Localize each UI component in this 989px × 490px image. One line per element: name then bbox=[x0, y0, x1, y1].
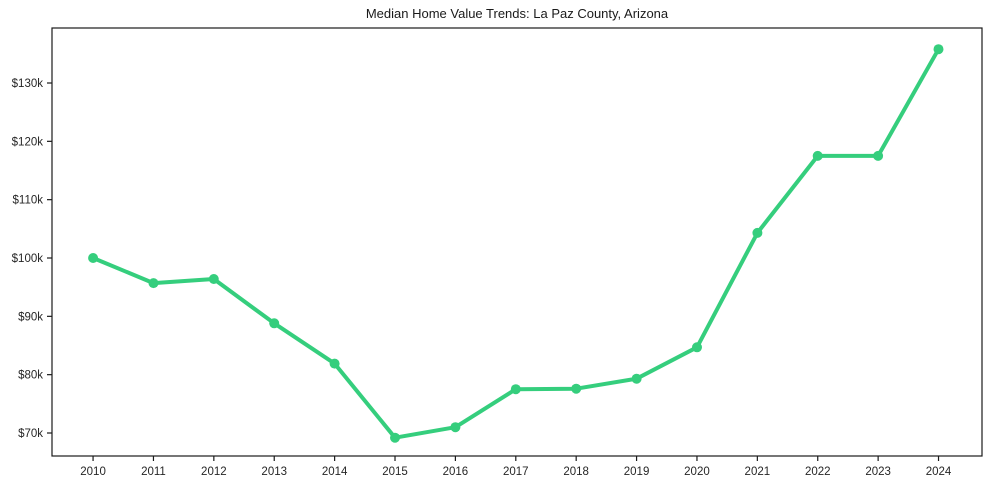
x-tick-label: 2017 bbox=[503, 466, 529, 478]
x-tick-label: 2024 bbox=[926, 466, 952, 478]
data-point-2011 bbox=[148, 278, 159, 289]
x-tick-label: 2018 bbox=[563, 466, 589, 478]
y-tick-label: $70k bbox=[18, 428, 43, 440]
data-point-2023 bbox=[873, 150, 884, 161]
chart-title: Median Home Value Trends: La Paz County,… bbox=[365, 6, 669, 21]
x-tick-label: 2012 bbox=[201, 466, 227, 478]
x-tick-label: 2015 bbox=[382, 466, 408, 478]
plot-frame bbox=[51, 27, 983, 457]
x-tick-label: 2013 bbox=[261, 466, 287, 478]
data-point-2012 bbox=[208, 274, 219, 284]
x-tick-label: 2010 bbox=[80, 466, 106, 478]
data-point-2021 bbox=[752, 227, 763, 238]
x-tick-label: 2023 bbox=[865, 466, 891, 478]
x-tick-label: 2014 bbox=[322, 466, 348, 478]
data-point-2020 bbox=[692, 342, 702, 353]
y-tick-label: $130k bbox=[12, 78, 44, 90]
y-tick-label: $120k bbox=[12, 136, 44, 148]
data-point-2024 bbox=[933, 44, 944, 55]
y-tick-label: $80k bbox=[18, 370, 43, 382]
x-tick-label: 2011 bbox=[141, 466, 166, 478]
data-point-2022 bbox=[812, 150, 823, 161]
x-tick-label: 2022 bbox=[805, 466, 831, 478]
data-point-2017 bbox=[510, 384, 521, 395]
data-point-2018 bbox=[571, 383, 582, 394]
data-point-2016 bbox=[450, 422, 461, 433]
x-tick-label: 2016 bbox=[443, 466, 469, 478]
data-point-2019 bbox=[631, 373, 642, 384]
data-point-2013 bbox=[269, 318, 280, 329]
y-tick-label: $110k bbox=[13, 195, 44, 207]
y-tick-label: $100k bbox=[12, 253, 44, 265]
data-point-2015 bbox=[390, 432, 400, 443]
x-tick-label: 2021 bbox=[745, 466, 771, 478]
x-tick-label: 2019 bbox=[624, 466, 650, 478]
data-point-2014 bbox=[329, 358, 340, 369]
x-tick-label: 2020 bbox=[684, 466, 710, 478]
y-tick-label: $90k bbox=[18, 311, 43, 323]
data-point-2010 bbox=[88, 253, 99, 263]
trend-line bbox=[91, 47, 941, 440]
